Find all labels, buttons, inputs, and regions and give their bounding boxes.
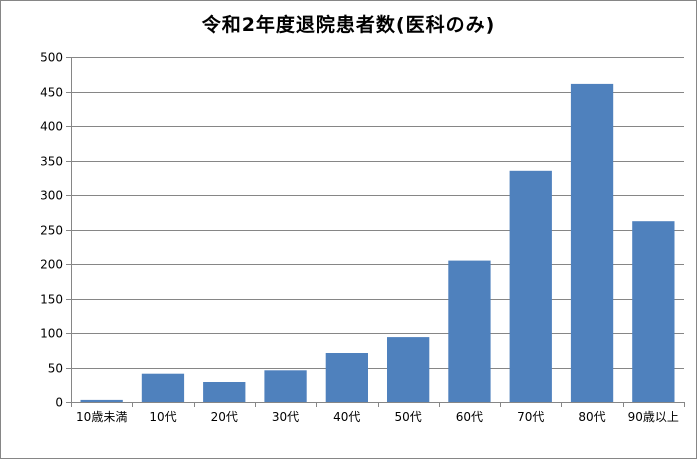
bar-4 bbox=[325, 353, 368, 402]
x-tick-label: 60代 bbox=[456, 410, 483, 424]
tick-labels: 0 50 100 150 200 250 300 350 400 450 500 10歳未満 10代 20… bbox=[40, 51, 679, 425]
bar-6 bbox=[448, 260, 491, 402]
y-tick-label: 450 bbox=[40, 86, 63, 100]
bar-1 bbox=[141, 373, 185, 402]
x-tick-label: 40代 bbox=[333, 410, 360, 424]
y-tick-label: 150 bbox=[40, 293, 63, 307]
x-tick-label: 80代 bbox=[578, 410, 605, 424]
y-tick-label: 50 bbox=[48, 362, 63, 376]
x-tick-label: 50代 bbox=[394, 410, 421, 424]
y-tick-label: 400 bbox=[40, 120, 63, 134]
y-tick-label: 500 bbox=[40, 51, 63, 65]
x-tick-label: 10歳未満 bbox=[76, 410, 127, 424]
y-tick-label: 350 bbox=[40, 155, 63, 169]
axes bbox=[66, 57, 685, 407]
x-tick-label: 70代 bbox=[517, 410, 544, 424]
y-tick-label: 200 bbox=[40, 258, 63, 272]
bar-7 bbox=[509, 170, 552, 402]
y-tick-label: 0 bbox=[55, 396, 63, 410]
bar-3 bbox=[264, 370, 307, 402]
y-tick-label: 250 bbox=[40, 224, 63, 238]
bar-9 bbox=[632, 221, 675, 402]
chart-title: 令和2年度退院患者数(医科のみ) bbox=[201, 14, 496, 36]
x-tick-label: 20代 bbox=[211, 410, 238, 424]
x-tick-label: 90歳以上 bbox=[628, 410, 679, 424]
bars bbox=[80, 83, 675, 403]
bar-2 bbox=[203, 382, 246, 402]
y-tick-label: 300 bbox=[40, 189, 63, 203]
bar-0 bbox=[80, 399, 123, 402]
bar-8 bbox=[570, 83, 614, 403]
y-tick-label: 100 bbox=[40, 327, 63, 341]
x-tick-label: 30代 bbox=[272, 410, 299, 424]
x-tick-label: 10代 bbox=[149, 410, 176, 424]
bar-5 bbox=[387, 337, 430, 402]
